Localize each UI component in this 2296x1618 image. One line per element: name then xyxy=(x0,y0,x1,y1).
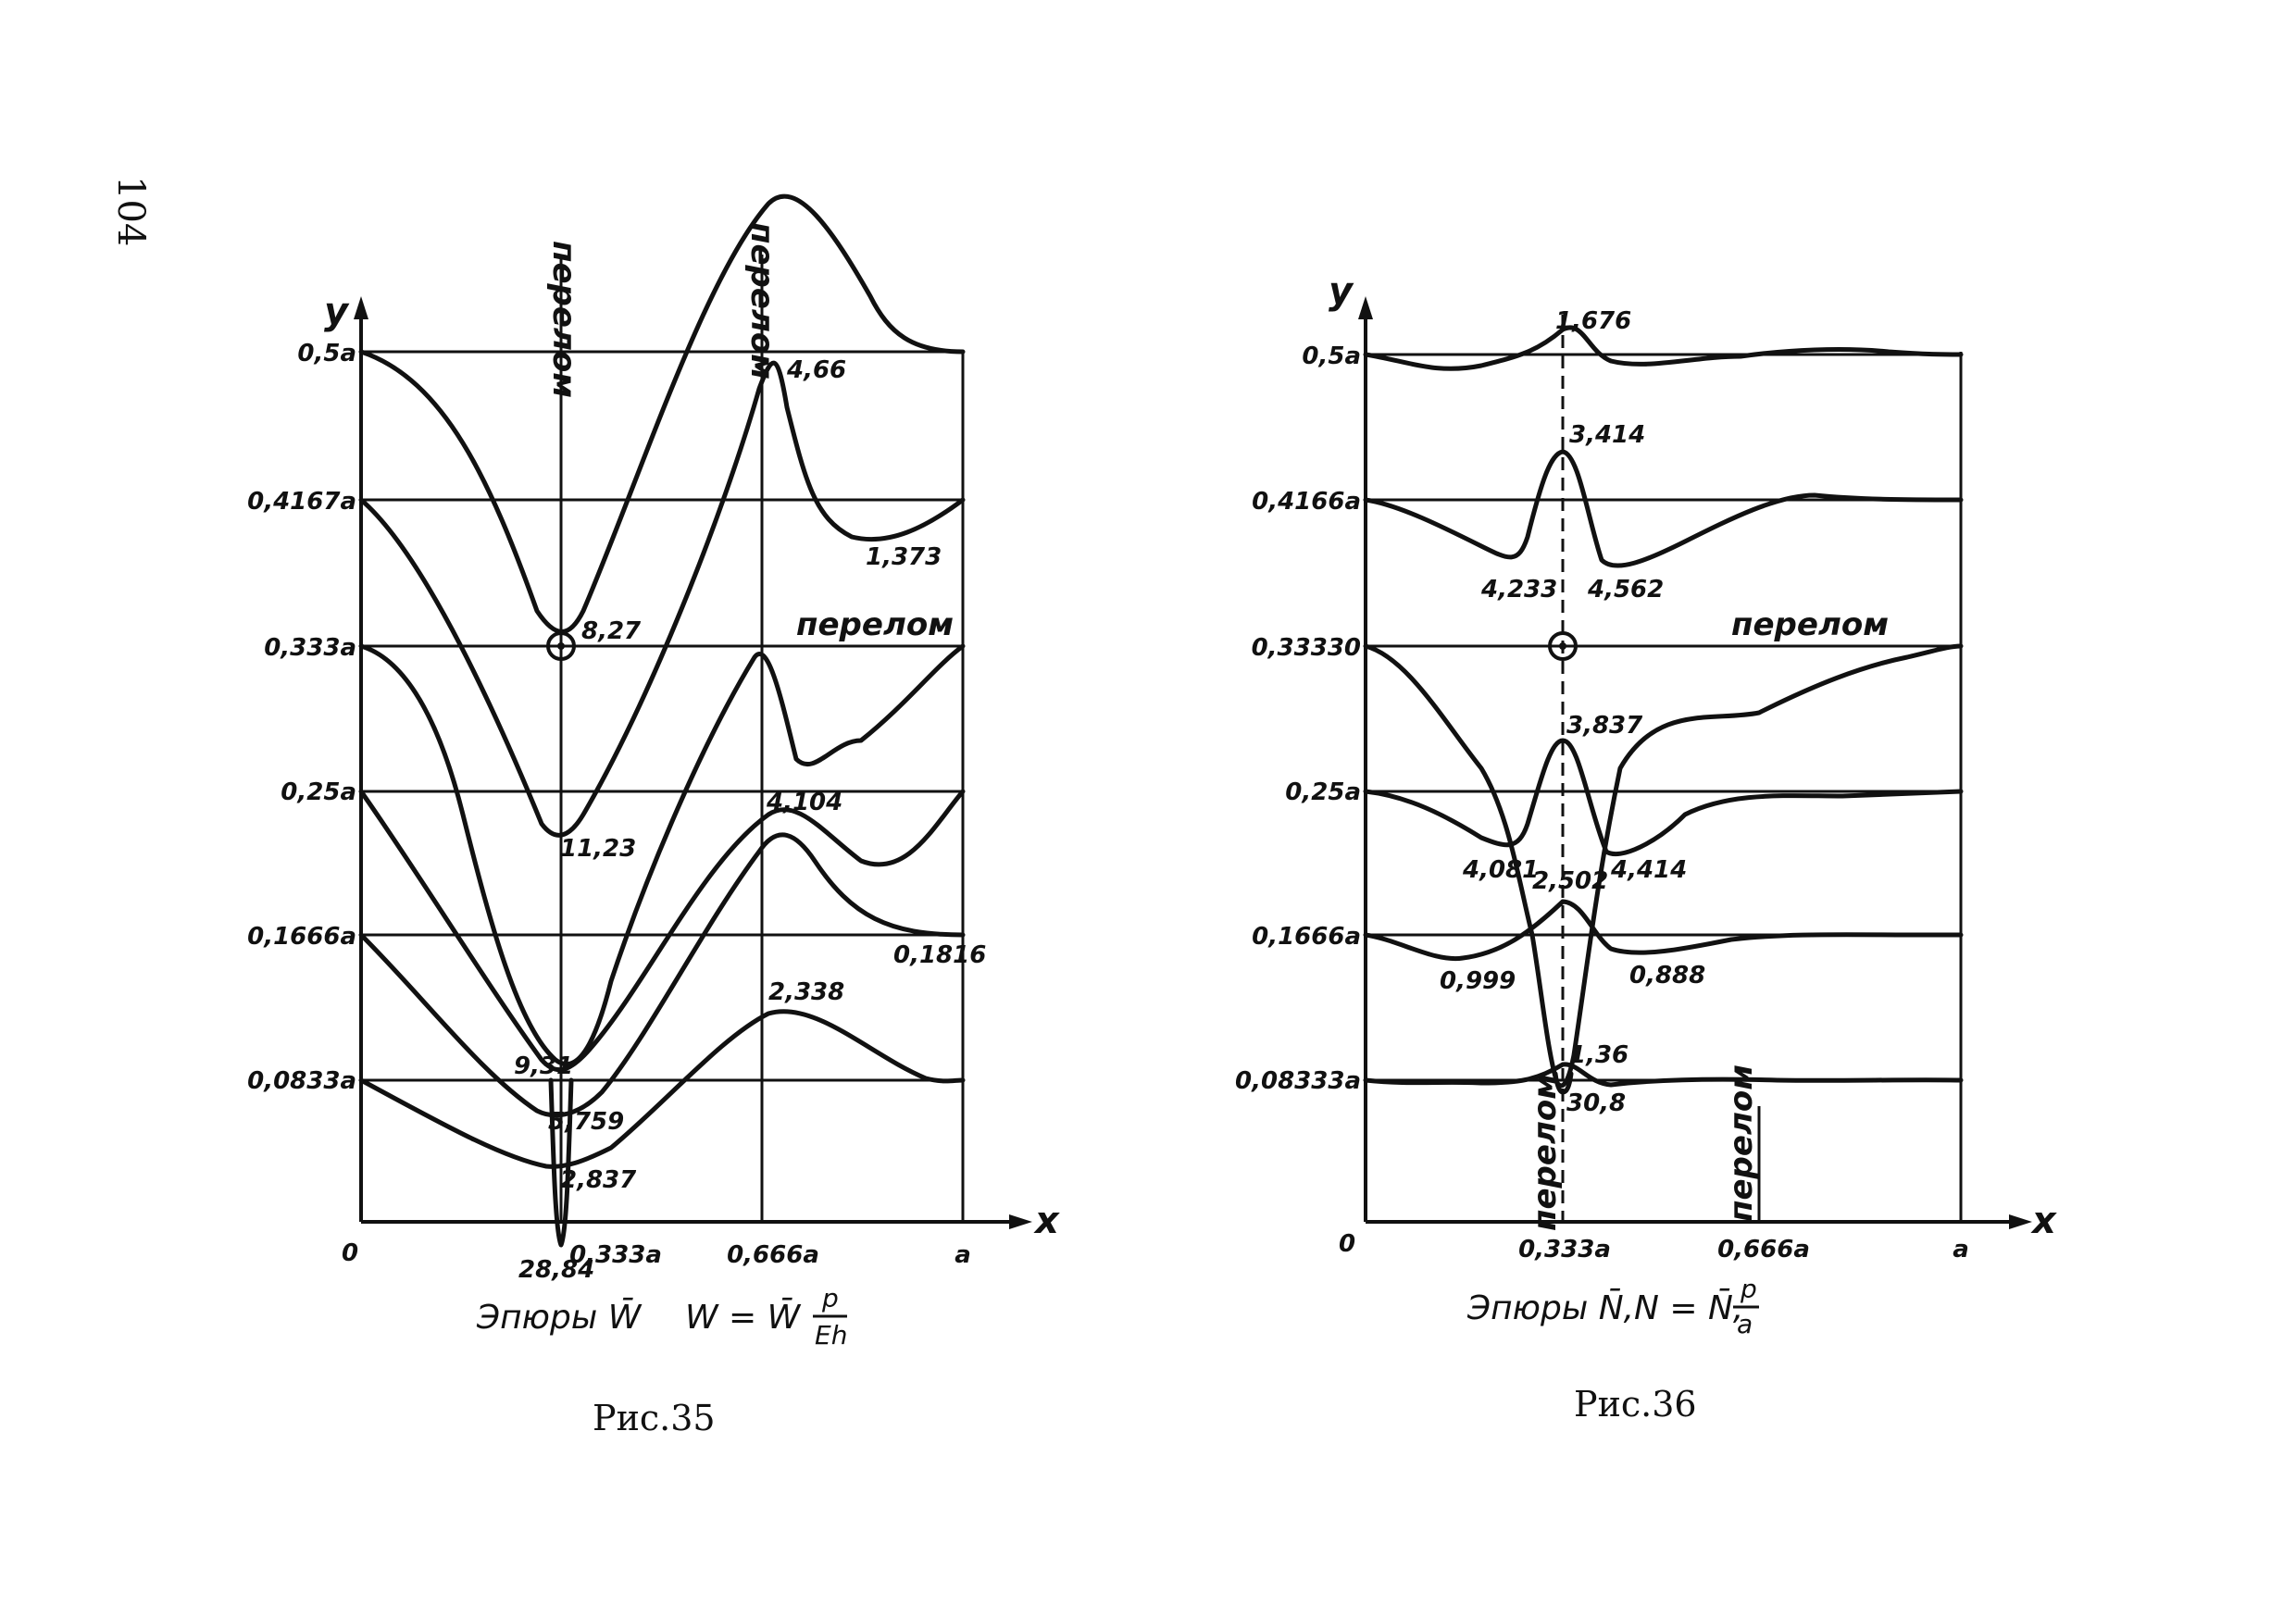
curve-n-0.1666a xyxy=(1363,899,1964,962)
value-label-4.081: 4,081 xyxy=(1462,856,1539,884)
y-tick-label-3: 0,25a xyxy=(281,778,356,806)
value-label-2.338: 2,338 xyxy=(768,978,844,1006)
x-axis-name: x xyxy=(2030,1200,2057,1242)
y-axis-arrow xyxy=(354,296,368,319)
figure-title: Рис.36 xyxy=(1574,1384,1697,1425)
y-tick-label-0: 0 xyxy=(342,1239,358,1267)
y-axis-arrow xyxy=(1358,296,1373,319)
y-tick-label-4: 0,33330 xyxy=(1252,634,1361,662)
value-label-0.999: 0,999 xyxy=(1440,967,1516,995)
chart-caption-fraction-den: Eh xyxy=(815,1320,847,1350)
y-axis-name: y xyxy=(1329,270,1354,313)
y-tick-label-6: 0,5a xyxy=(297,340,356,367)
value-label-3.414: 3,414 xyxy=(1569,421,1645,449)
value-label-4.233: 4,233 xyxy=(1480,576,1557,604)
value-label-5.759: 5,759 xyxy=(548,1108,624,1136)
y-tick-label-5: 0,4167a xyxy=(247,488,356,516)
chart-caption-fraction-num: p xyxy=(1740,1274,1757,1304)
curve-w-0.5a xyxy=(358,193,966,634)
value-label-4.104: 4,104 xyxy=(766,789,842,816)
curve-w-0.4167a xyxy=(358,360,966,838)
y-axis-name: y xyxy=(324,291,350,333)
pereloma-label-1: перелом xyxy=(545,241,582,398)
value-label-2.502: 2,502 xyxy=(1532,867,1608,895)
x-tick-label-0666a: 0,666a xyxy=(1717,1236,1810,1263)
y-tick-label-2: 0,1666a xyxy=(1252,923,1361,951)
x-axis-arrow xyxy=(2009,1214,2032,1229)
section-marker-dot xyxy=(557,642,565,650)
curve-n-peak xyxy=(1553,1071,1574,1095)
x-axis-arrow xyxy=(1009,1214,1032,1229)
figure-title: Рис.35 xyxy=(593,1398,716,1438)
curve-n-0.5a xyxy=(1363,325,1964,371)
value-label-2.837: 2,837 xyxy=(560,1166,637,1194)
curve-w-0.25a xyxy=(358,789,966,1073)
curve-w-0.1666a xyxy=(358,832,966,1118)
pereloma-label-2: перелом xyxy=(743,222,780,380)
chart-caption-formula: W = W̄ xyxy=(685,1297,802,1337)
value-label-9.31: 9,31 xyxy=(514,1052,573,1080)
curve-w-0.0833a xyxy=(358,1009,966,1169)
value-label-28.84: 28,84 xyxy=(518,1256,594,1284)
chart-caption-main: Эпюры W̄ xyxy=(476,1297,643,1337)
chart-w-diagram: 0 0,0833a 0,1666a 0,25a 0,333a 0,4167a 0… xyxy=(247,193,1060,1438)
pereloma-label-1: перелом xyxy=(1527,1074,1564,1231)
x-tick-label-a: a xyxy=(955,1241,971,1269)
curve-n-0.25a xyxy=(1363,738,1964,857)
y-tick-label-6: 0,5a xyxy=(1302,342,1361,370)
value-label-4.66: 4,66 xyxy=(786,356,846,384)
value-label-0.888: 0,888 xyxy=(1629,962,1705,989)
y-tick-label-4: 0,333a xyxy=(264,634,356,662)
section-marker-dot xyxy=(1559,642,1566,650)
x-tick-label-0666a: 0,666a xyxy=(727,1241,819,1269)
curve-n-0.3333a xyxy=(1363,643,1964,1089)
curve-w-0.333a xyxy=(358,643,966,1066)
x-axis-name: x xyxy=(1033,1200,1060,1242)
value-label-3.837: 3,837 xyxy=(1566,712,1643,740)
pereloma-label-2: перелом xyxy=(1723,1064,1760,1222)
curve-n-0.08333a xyxy=(1363,1062,1964,1088)
x-tick-label-0333a: 0,333a xyxy=(569,1241,662,1269)
x-tick-label-a: a xyxy=(1953,1236,1969,1263)
value-label-30.8: 30,8 xyxy=(1566,1089,1626,1117)
chart-caption-main: Эпюры N̄, xyxy=(1466,1288,1634,1327)
chart-caption-fraction-num: p xyxy=(821,1283,839,1313)
value-label-0.1816: 0,1816 xyxy=(893,941,986,969)
y-tick-label-2: 0,1666a xyxy=(247,923,356,951)
chart-caption-fraction-den: a xyxy=(1737,1309,1753,1339)
x-tick-label-0333a: 0,333a xyxy=(1518,1236,1611,1263)
pereloma-label-3: перелом xyxy=(1731,606,1889,643)
value-label-8.27: 8,27 xyxy=(581,617,642,645)
chart-n-diagram: 0 0,08333a 0,1666a 0,25a 0,33330 0,4166a… xyxy=(1235,270,2057,1425)
curve-n-0.4166a xyxy=(1363,449,1964,568)
value-label-1.36: 1,36 xyxy=(1569,1041,1628,1069)
value-label-1.373: 1,373 xyxy=(866,543,942,571)
value-label-4.562: 4,562 xyxy=(1587,576,1664,604)
value-label-4.414: 4,414 xyxy=(1610,856,1687,884)
section-marker xyxy=(1548,631,1578,661)
y-tick-label-5: 0,4166a xyxy=(1252,488,1361,516)
pereloma-label-3: перелом xyxy=(796,606,954,643)
y-tick-label-1: 0,0833a xyxy=(247,1067,356,1095)
y-tick-label-0: 0 xyxy=(1339,1230,1355,1258)
y-tick-label-1: 0,08333a xyxy=(1235,1067,1361,1095)
chart-caption-formula: N = N̄, xyxy=(1634,1288,1743,1327)
y-tick-label-3: 0,25a xyxy=(1285,778,1361,806)
curve-w-peak xyxy=(548,1077,574,1248)
value-label-1.676: 1,676 xyxy=(1555,307,1631,335)
value-label-11.23: 11,23 xyxy=(560,835,636,863)
page-number: 104 xyxy=(109,176,152,246)
